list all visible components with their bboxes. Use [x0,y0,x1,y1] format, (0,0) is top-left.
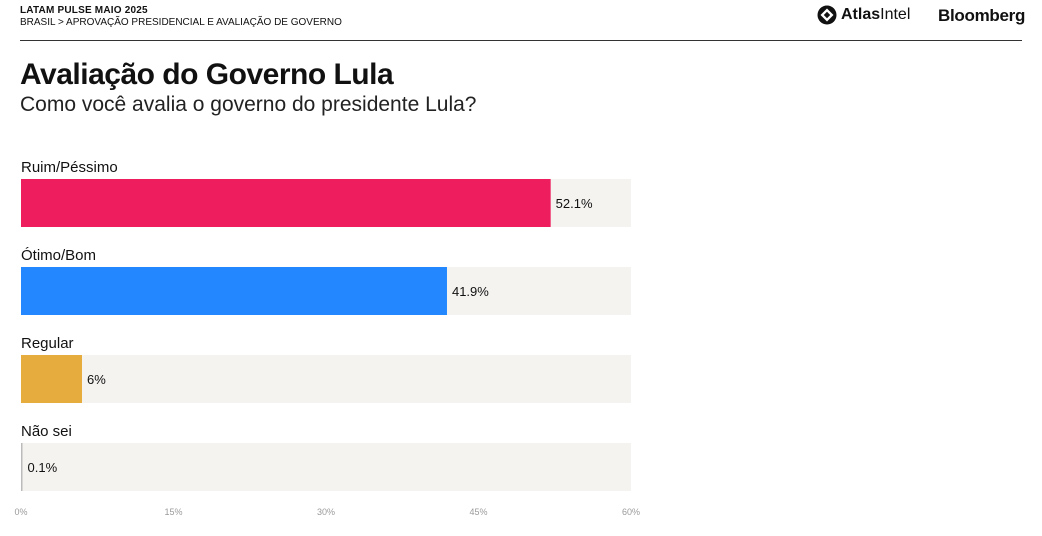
header-divider [20,40,1022,41]
atlas-logo-text-bold: Atlas [841,6,881,23]
bar-track [21,355,631,403]
bloomberg-logo: Bloomberg [938,6,1026,25]
category-label: Ruim/Péssimo [21,159,118,176]
x-tick-label: 60% [622,507,640,517]
category-label: Regular [21,335,74,352]
bar [21,443,23,491]
value-label: 41.9% [452,284,489,299]
atlasintel-mark-icon [817,5,837,25]
bar [21,179,551,227]
bar [21,267,447,315]
bar [21,355,82,403]
value-label: 52.1% [556,196,593,211]
category-label: Ótimo/Bom [21,247,96,264]
x-tick-label: 45% [469,507,487,517]
x-tick-label: 15% [164,507,182,517]
chart-subtitle: Como você avalia o governo do presidente… [20,93,477,116]
category-label: Não sei [21,423,72,440]
chart-title: Avaliação do Governo Lula [20,58,394,91]
x-tick-label: 0% [14,507,27,517]
x-tick-label: 30% [317,507,335,517]
breadcrumb: BRASIL > APROVAÇÃO PRESIDENCIAL E AVALIA… [20,17,342,28]
atlas-logo-text-regular: Intel [880,6,911,23]
value-label: 0.1% [28,460,58,475]
atlasintel-logo: Atlas Intel [817,5,910,25]
bar-track [21,443,631,491]
survey-title: LATAM PULSE MAIO 2025 [20,5,148,16]
value-label: 6% [87,372,106,387]
